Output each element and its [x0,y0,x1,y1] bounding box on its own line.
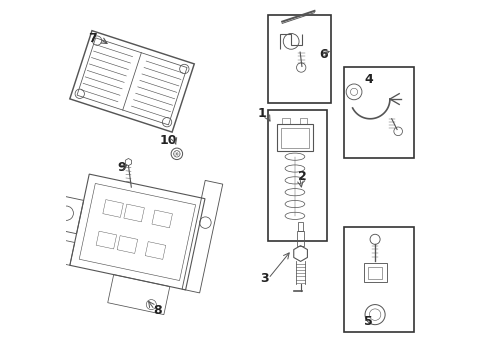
Text: 10: 10 [159,134,177,147]
Bar [364,263,387,282]
Bar [281,128,309,148]
Bar [277,125,313,151]
Bar [297,231,304,246]
Text: 8: 8 [153,305,161,318]
Text: 2: 2 [298,170,307,183]
Bar [269,15,331,103]
Text: 1: 1 [258,107,267,120]
Text: 7: 7 [88,32,97,45]
Bar [298,222,303,231]
Bar [368,267,382,279]
Text: 6: 6 [319,48,328,61]
Text: 4: 4 [365,73,373,86]
Bar [343,226,414,332]
Bar [300,118,308,125]
Text: 5: 5 [365,315,373,328]
Bar [269,110,327,241]
Bar [343,67,414,158]
Text: 3: 3 [260,272,269,285]
Text: 9: 9 [117,161,125,174]
Bar [282,118,290,125]
